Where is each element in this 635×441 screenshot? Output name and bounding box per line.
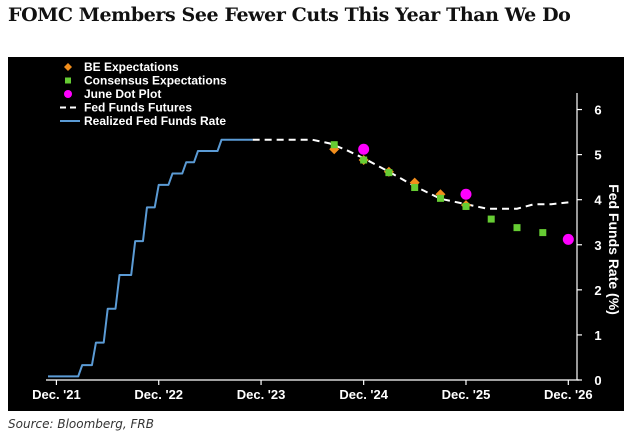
consensus-expectations-legend-label: Consensus Expectations bbox=[84, 74, 227, 88]
june-dot-plot-legend-swatch bbox=[64, 90, 72, 98]
june-dot-plot-point bbox=[358, 143, 370, 155]
x-tick-label: Dec. '24 bbox=[339, 387, 388, 402]
y-tick-label: 5 bbox=[594, 148, 601, 163]
y-tick-label: 4 bbox=[594, 193, 602, 208]
consensus-expectations-legend-swatch bbox=[65, 77, 71, 84]
y-tick-label: 1 bbox=[594, 328, 601, 343]
consensus-expectations-point bbox=[513, 224, 521, 232]
x-tick-label: Dec. '21 bbox=[32, 387, 81, 402]
consensus-expectations-point bbox=[487, 215, 495, 223]
june-dot-plot-legend-label: June Dot Plot bbox=[84, 87, 161, 101]
june-dot-plot-point bbox=[460, 188, 472, 200]
y-tick-label: 3 bbox=[594, 238, 601, 253]
consensus-expectations-point bbox=[539, 229, 547, 237]
source-note: Source: Bloomberg, FRB bbox=[8, 417, 154, 431]
x-tick-label: Dec. '25 bbox=[442, 387, 491, 402]
consensus-expectations-point bbox=[360, 156, 368, 164]
consensus-expectations-point bbox=[385, 169, 393, 177]
be-expectations-legend-label: BE Expectations bbox=[84, 60, 179, 74]
consensus-expectations-point bbox=[462, 202, 470, 210]
consensus-expectations-point bbox=[411, 184, 419, 192]
x-tick-label: Dec. '26 bbox=[544, 387, 593, 402]
y-tick-label: 6 bbox=[594, 103, 601, 118]
be-expectations-point bbox=[329, 144, 340, 155]
x-tick-label: Dec. '22 bbox=[134, 387, 183, 402]
y-axis-title: Fed Funds Rate (%) bbox=[606, 184, 622, 315]
fed-funds-chart: Dec. '21 Dec. '22 Dec. '23 Dec. '24 Dec. '25… bbox=[32, 60, 622, 402]
fed-funds-futures-legend-label: Fed Funds Futures bbox=[84, 101, 192, 115]
june-dot-plot-point bbox=[562, 233, 574, 245]
chart-title: FOMC Members See Fewer Cuts This Year Th… bbox=[8, 4, 571, 26]
chart-panel: Dec. '21 Dec. '22 Dec. '23 Dec. '24 Dec. '25… bbox=[8, 57, 624, 411]
y-tick-label: 0 bbox=[594, 373, 601, 388]
consensus-expectations-point bbox=[436, 194, 444, 202]
realized-fed-funds-rate-line bbox=[48, 138, 253, 378]
fed-funds-futures-line bbox=[252, 138, 574, 210]
be-expectations-legend-swatch bbox=[64, 63, 72, 71]
consensus-expectations-point bbox=[330, 141, 338, 149]
x-tick-label: Dec. '23 bbox=[237, 387, 286, 402]
realized-fed-funds-rate-legend-label: Realized Fed Funds Rate bbox=[84, 114, 226, 128]
y-tick-label: 2 bbox=[594, 283, 601, 298]
